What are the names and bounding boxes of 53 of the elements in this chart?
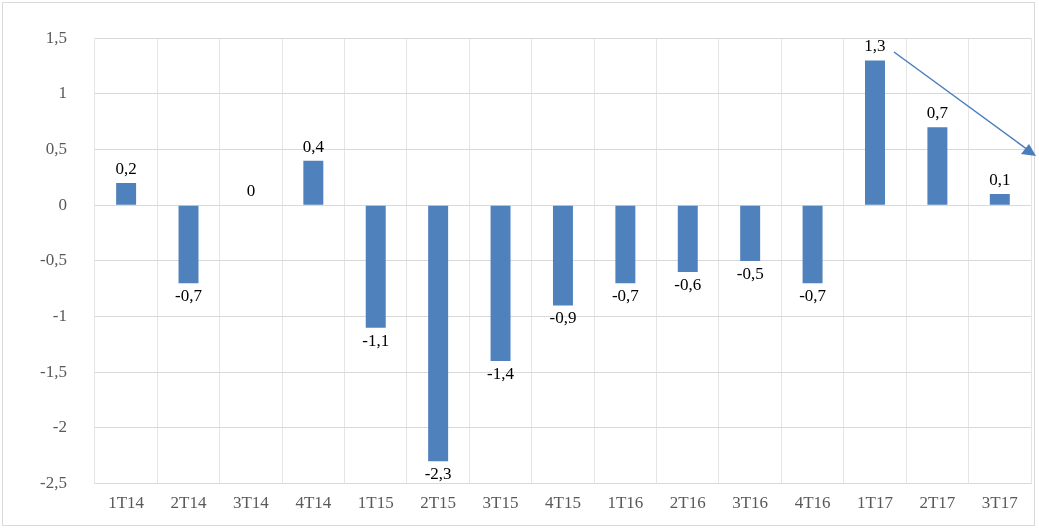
bar xyxy=(989,194,1010,205)
x-tick-label: 3T15 xyxy=(482,493,519,513)
x-tick-label: 3T14 xyxy=(232,493,270,513)
bar xyxy=(365,205,386,328)
data-label: 0,4 xyxy=(302,136,325,156)
data-label: -0,7 xyxy=(611,286,640,306)
bar xyxy=(615,205,636,284)
data-label: -2,3 xyxy=(424,464,452,484)
data-label: 0 xyxy=(246,181,256,201)
y-tick-label: 1,5 xyxy=(45,27,67,47)
data-label: 0,1 xyxy=(989,170,1011,190)
bar xyxy=(428,205,449,462)
x-tick-label: 4T16 xyxy=(794,493,831,513)
bar xyxy=(178,205,199,284)
bar xyxy=(740,205,761,261)
x-tick-label: 2T16 xyxy=(669,493,706,513)
y-tick-label: -1 xyxy=(52,306,67,326)
bar xyxy=(927,127,948,205)
x-tick-label: 2T17 xyxy=(919,493,956,513)
data-label: 0,7 xyxy=(926,103,949,123)
y-tick-label: 0,5 xyxy=(45,139,67,159)
x-tick-label: 3T17 xyxy=(981,493,1019,513)
bar xyxy=(865,60,885,205)
y-tick-label: 1 xyxy=(58,83,67,103)
bar xyxy=(677,205,698,273)
x-tick-label: 1T14 xyxy=(108,493,145,513)
y-tick-label: -2,5 xyxy=(39,473,67,493)
data-label: 0,2 xyxy=(115,158,137,178)
data-label: -0,5 xyxy=(736,263,764,283)
x-tick-label: 1T15 xyxy=(357,493,394,513)
data-label: -0,9 xyxy=(549,308,577,328)
bar xyxy=(303,160,324,205)
x-tick-label: 4T15 xyxy=(545,493,581,513)
data-label: 1,3 xyxy=(864,36,886,56)
bar xyxy=(116,182,137,205)
x-tick-label: 2T14 xyxy=(170,493,207,513)
y-tick-label: -1,5 xyxy=(39,361,67,381)
data-label: -0,7 xyxy=(799,286,827,306)
x-tick-label: 2T15 xyxy=(420,493,457,513)
x-tick-label: 3T16 xyxy=(732,493,769,513)
bar xyxy=(552,205,573,306)
bar xyxy=(490,205,511,362)
y-tick-label: -2 xyxy=(52,417,67,437)
data-label: -1,1 xyxy=(362,330,390,350)
x-tick-label: 1T16 xyxy=(607,493,644,513)
y-tick-label: -0,5 xyxy=(39,250,67,270)
data-label: -1,4 xyxy=(487,364,515,384)
y-tick-label: 0 xyxy=(58,194,67,214)
x-tick-label: 4T14 xyxy=(295,493,332,513)
data-label: -0,6 xyxy=(674,275,702,294)
bar xyxy=(802,205,823,284)
data-label: -0,7 xyxy=(175,286,203,306)
x-tick-label: 1T17 xyxy=(857,493,894,513)
